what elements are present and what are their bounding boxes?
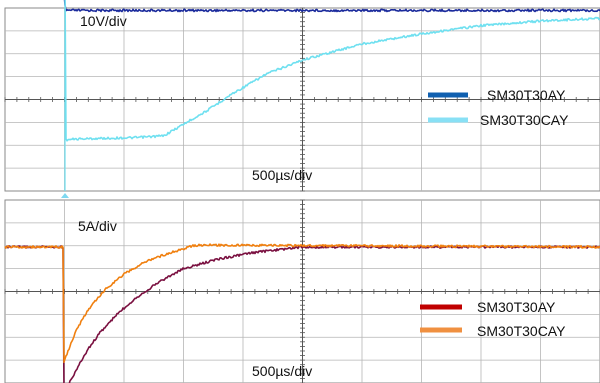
current-legend: SM30T30AY SM30T30CAY: [420, 299, 566, 339]
voltage-legend: SM30T30AY SM30T30CAY: [428, 87, 569, 128]
current-grid: [4, 199, 600, 383]
trace-voltage-sm30t30ay: [63, 0, 600, 13]
voltage-scale-label: 10V/div: [80, 13, 127, 29]
current-legend-label-sm30t30ay: SM30T30AY: [477, 299, 556, 315]
current-legend-label-sm30t30cay: SM30T30CAY: [477, 323, 566, 339]
voltage-legend-label-sm30t30ay: SM30T30AY: [487, 87, 566, 103]
voltage-panel: 10V/div 500µs/div SM30T30AY SM30T30CAY: [4, 0, 600, 192]
voltage-traces: [63, 0, 600, 142]
current-panel: 5A/div 500µs/div SM30T30AY SM30T30CAY: [4, 199, 600, 383]
trace-current-sm30t30ay: [4, 245, 600, 383]
voltage-legend-label-sm30t30cay: SM30T30CAY: [480, 112, 569, 128]
voltage-grid: [4, 7, 600, 192]
voltage-time-scale-label: 500µs/div: [252, 167, 312, 183]
trigger-marker: [61, 193, 69, 198]
current-scale-label: 5A/div: [78, 218, 117, 234]
trace-current-sm30t30cay: [4, 243, 600, 364]
current-traces: [4, 243, 600, 383]
current-time-scale-label: 500µs/div: [252, 363, 312, 379]
trace-voltage-sm30t30cay: [64, 0, 600, 142]
